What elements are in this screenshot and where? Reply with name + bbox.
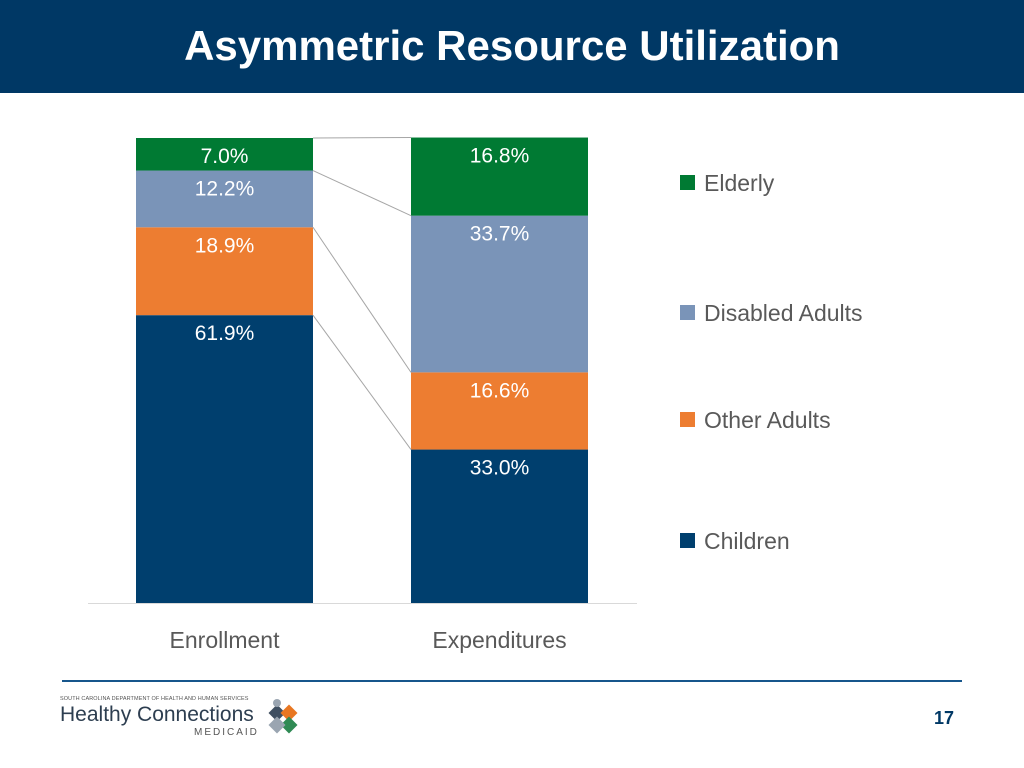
bar-segment-enrollment-elderly bbox=[136, 138, 313, 171]
data-label-expenditures-other-adults: 16.6% bbox=[470, 379, 530, 402]
title-bar: Asymmetric Resource Utilization bbox=[0, 0, 1024, 93]
logo-name-text: Healthy Connections bbox=[60, 703, 254, 726]
data-label-expenditures-disabled-adults: 33.7% bbox=[470, 223, 530, 246]
page-number: 17 bbox=[933, 708, 954, 728]
bar-segment-enrollment-children bbox=[136, 315, 313, 603]
logo-subname-text: MEDICAID bbox=[194, 727, 259, 738]
legend-swatch-children bbox=[680, 533, 695, 548]
data-label-enrollment-other-adults: 18.9% bbox=[195, 234, 255, 257]
healthy-connections-logo: SOUTH CAROLINA DEPARTMENT OF HEALTH AND … bbox=[60, 696, 310, 744]
series-connector-line bbox=[312, 227, 412, 373]
bar-segment-expenditures-elderly bbox=[411, 137, 588, 216]
legend-swatch-other-adults bbox=[680, 412, 695, 427]
bar-segment-expenditures-disabled-adults bbox=[411, 215, 588, 373]
series-connector-line bbox=[312, 170, 412, 217]
bar-segment-enrollment-disabled-adults bbox=[136, 170, 313, 228]
legend-label-disabled-adults: Disabled Adults bbox=[704, 300, 863, 326]
legend-label-children: Children bbox=[704, 528, 790, 554]
series-connector-line bbox=[312, 314, 412, 450]
category-label-expenditures: Expenditures bbox=[432, 627, 566, 653]
legend-label-elderly: Elderly bbox=[704, 170, 775, 196]
data-label-enrollment-disabled-adults: 12.2% bbox=[195, 178, 255, 201]
logo-x-mark-icon bbox=[268, 699, 298, 734]
data-label-expenditures-children: 33.0% bbox=[470, 457, 530, 480]
category-label-enrollment: Enrollment bbox=[170, 627, 281, 653]
legend-label-other-adults: Other Adults bbox=[704, 407, 831, 433]
slide-title: Asymmetric Resource Utilization bbox=[184, 22, 840, 69]
data-label-enrollment-children: 61.9% bbox=[195, 322, 255, 345]
legend-swatch-disabled-adults bbox=[680, 305, 695, 320]
bar-segment-expenditures-other-adults bbox=[411, 372, 588, 450]
data-label-enrollment-elderly: 7.0% bbox=[201, 145, 249, 168]
footer-divider bbox=[62, 680, 962, 682]
stacked-bar-chart: 61.9% 18.9% 12.2% 7.0% 33.0% 16.6% 33.7% 16.8% E… bbox=[88, 137, 863, 653]
bar-segment-expenditures-children bbox=[411, 449, 588, 603]
logo-department-text: SOUTH CAROLINA DEPARTMENT OF HEALTH AND … bbox=[60, 696, 249, 702]
legend-swatch-elderly bbox=[680, 175, 695, 190]
data-label-expenditures-elderly: 16.8% bbox=[470, 145, 530, 168]
bar-segment-enrollment-other-adults bbox=[136, 227, 313, 316]
